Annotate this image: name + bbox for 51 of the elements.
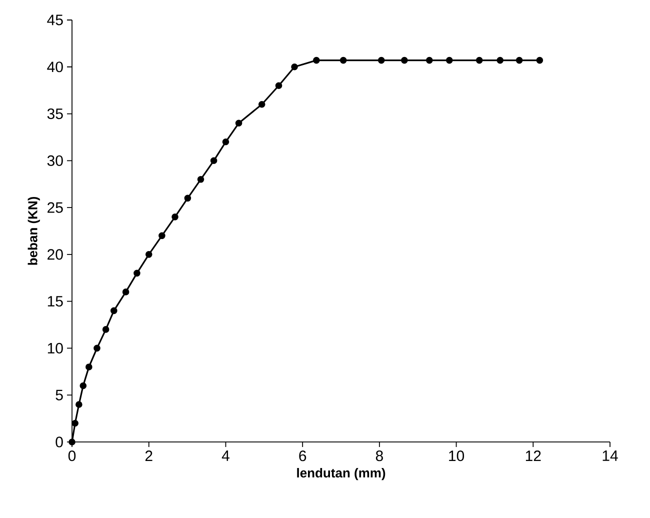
point	[476, 56, 483, 64]
y-tick-label: 35	[47, 108, 63, 120]
point	[536, 56, 544, 64]
y-tick-label: 25	[48, 202, 63, 213]
y-tick-label: 40	[47, 62, 63, 72]
point	[172, 214, 178, 220]
point	[516, 56, 523, 64]
x-tick-label: 12	[526, 450, 541, 461]
x-tick-label: 0	[68, 450, 76, 462]
y-tick-label: 45	[47, 14, 63, 26]
x-tick-label: 14	[602, 450, 618, 461]
point	[72, 420, 78, 427]
point	[80, 382, 87, 390]
point	[210, 157, 218, 164]
point	[275, 82, 282, 90]
point	[102, 326, 110, 333]
point	[145, 251, 152, 258]
point	[313, 56, 320, 64]
x-tick-label: 6	[299, 450, 306, 462]
point	[378, 56, 385, 64]
y-tick-label: 0	[56, 436, 63, 448]
point	[184, 194, 192, 202]
point	[86, 364, 92, 370]
x-tick-label: 10	[449, 450, 464, 462]
point	[134, 270, 140, 277]
point	[94, 344, 100, 352]
point	[76, 401, 82, 408]
point	[426, 56, 433, 64]
point	[222, 138, 230, 146]
point	[496, 56, 504, 64]
point	[197, 176, 204, 183]
y-tick-label: 15	[48, 296, 63, 307]
y-tick-label: 20	[48, 249, 63, 260]
point	[235, 120, 242, 127]
y-axis-title: beban (KN)	[28, 196, 40, 265]
y-tick-label: 30	[47, 155, 63, 166]
x-axis-title: lendutan (mm)	[297, 468, 386, 480]
point	[401, 56, 408, 64]
point	[258, 100, 266, 108]
point	[158, 232, 166, 240]
point	[110, 307, 118, 314]
y-tick-label: 10	[48, 342, 63, 354]
point	[291, 63, 298, 70]
point	[446, 56, 453, 64]
x-tick-label: 4	[222, 450, 230, 461]
point	[122, 288, 130, 296]
point	[340, 56, 347, 64]
point	[68, 438, 76, 446]
y-tick-label: 5	[56, 390, 63, 400]
x-tick-label: 2	[145, 450, 152, 461]
x-tick-label: 8	[376, 450, 383, 462]
